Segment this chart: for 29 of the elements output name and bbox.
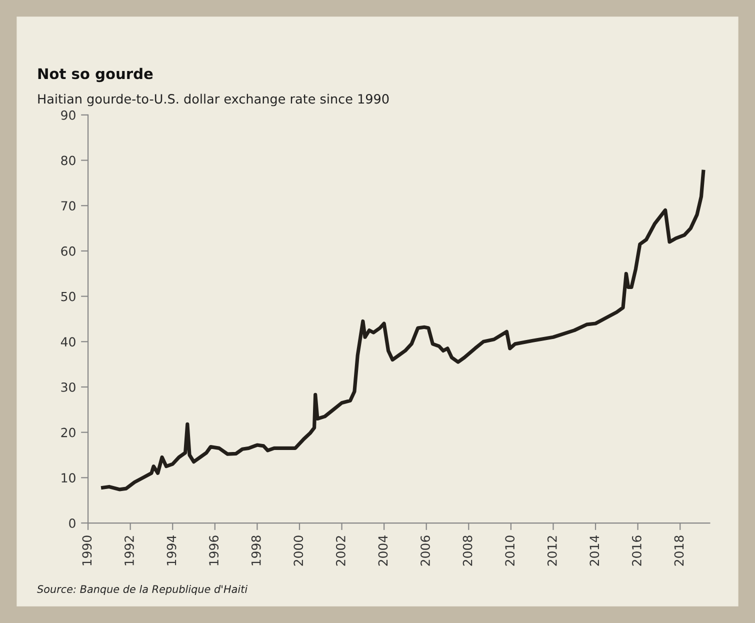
chart-subtitle: Haitian gourde-to-U.S. dollar exchange rate since 1990	[38, 94, 389, 106]
y-tick-label: 60	[61, 246, 76, 256]
x-tick-label: 2018	[674, 536, 684, 566]
x-tick-label: 2016	[632, 536, 642, 566]
x-tick-label: 2012	[547, 536, 557, 566]
y-tick-label: 30	[61, 382, 76, 392]
x-tick-label: 2010	[505, 536, 515, 566]
source-note: Source: Banque de la Republique d'Haiti	[37, 584, 248, 596]
y-tick-label: 50	[61, 292, 76, 302]
line-series	[101, 170, 706, 492]
x-tick-label: 1992	[124, 536, 134, 566]
x-tick-label: 1996	[209, 536, 219, 566]
y-tick-label: 10	[62, 473, 76, 483]
x-tick-label: 2002	[336, 536, 346, 566]
x-tick-label: 1994	[166, 536, 176, 566]
x-tick-label: 2014	[590, 536, 600, 566]
y-tick-label: 80	[61, 156, 76, 166]
x-tick-label: 2008	[462, 536, 472, 566]
x-tick-label: 2006	[420, 536, 430, 566]
y-tick-label: 90	[61, 110, 76, 120]
x-tick-label: 1990	[82, 536, 92, 566]
x-tick-label: 1998	[251, 536, 261, 566]
y-tick-label: 70	[61, 201, 76, 211]
chart-title: Not so gourde	[38, 68, 153, 82]
x-tick-label: 2004	[378, 536, 388, 566]
y-tick-label: 40	[60, 337, 76, 347]
x-tick-label: 2000	[294, 536, 304, 566]
y-tick-label: 0	[69, 518, 76, 528]
y-tick-label: 20	[61, 428, 76, 438]
